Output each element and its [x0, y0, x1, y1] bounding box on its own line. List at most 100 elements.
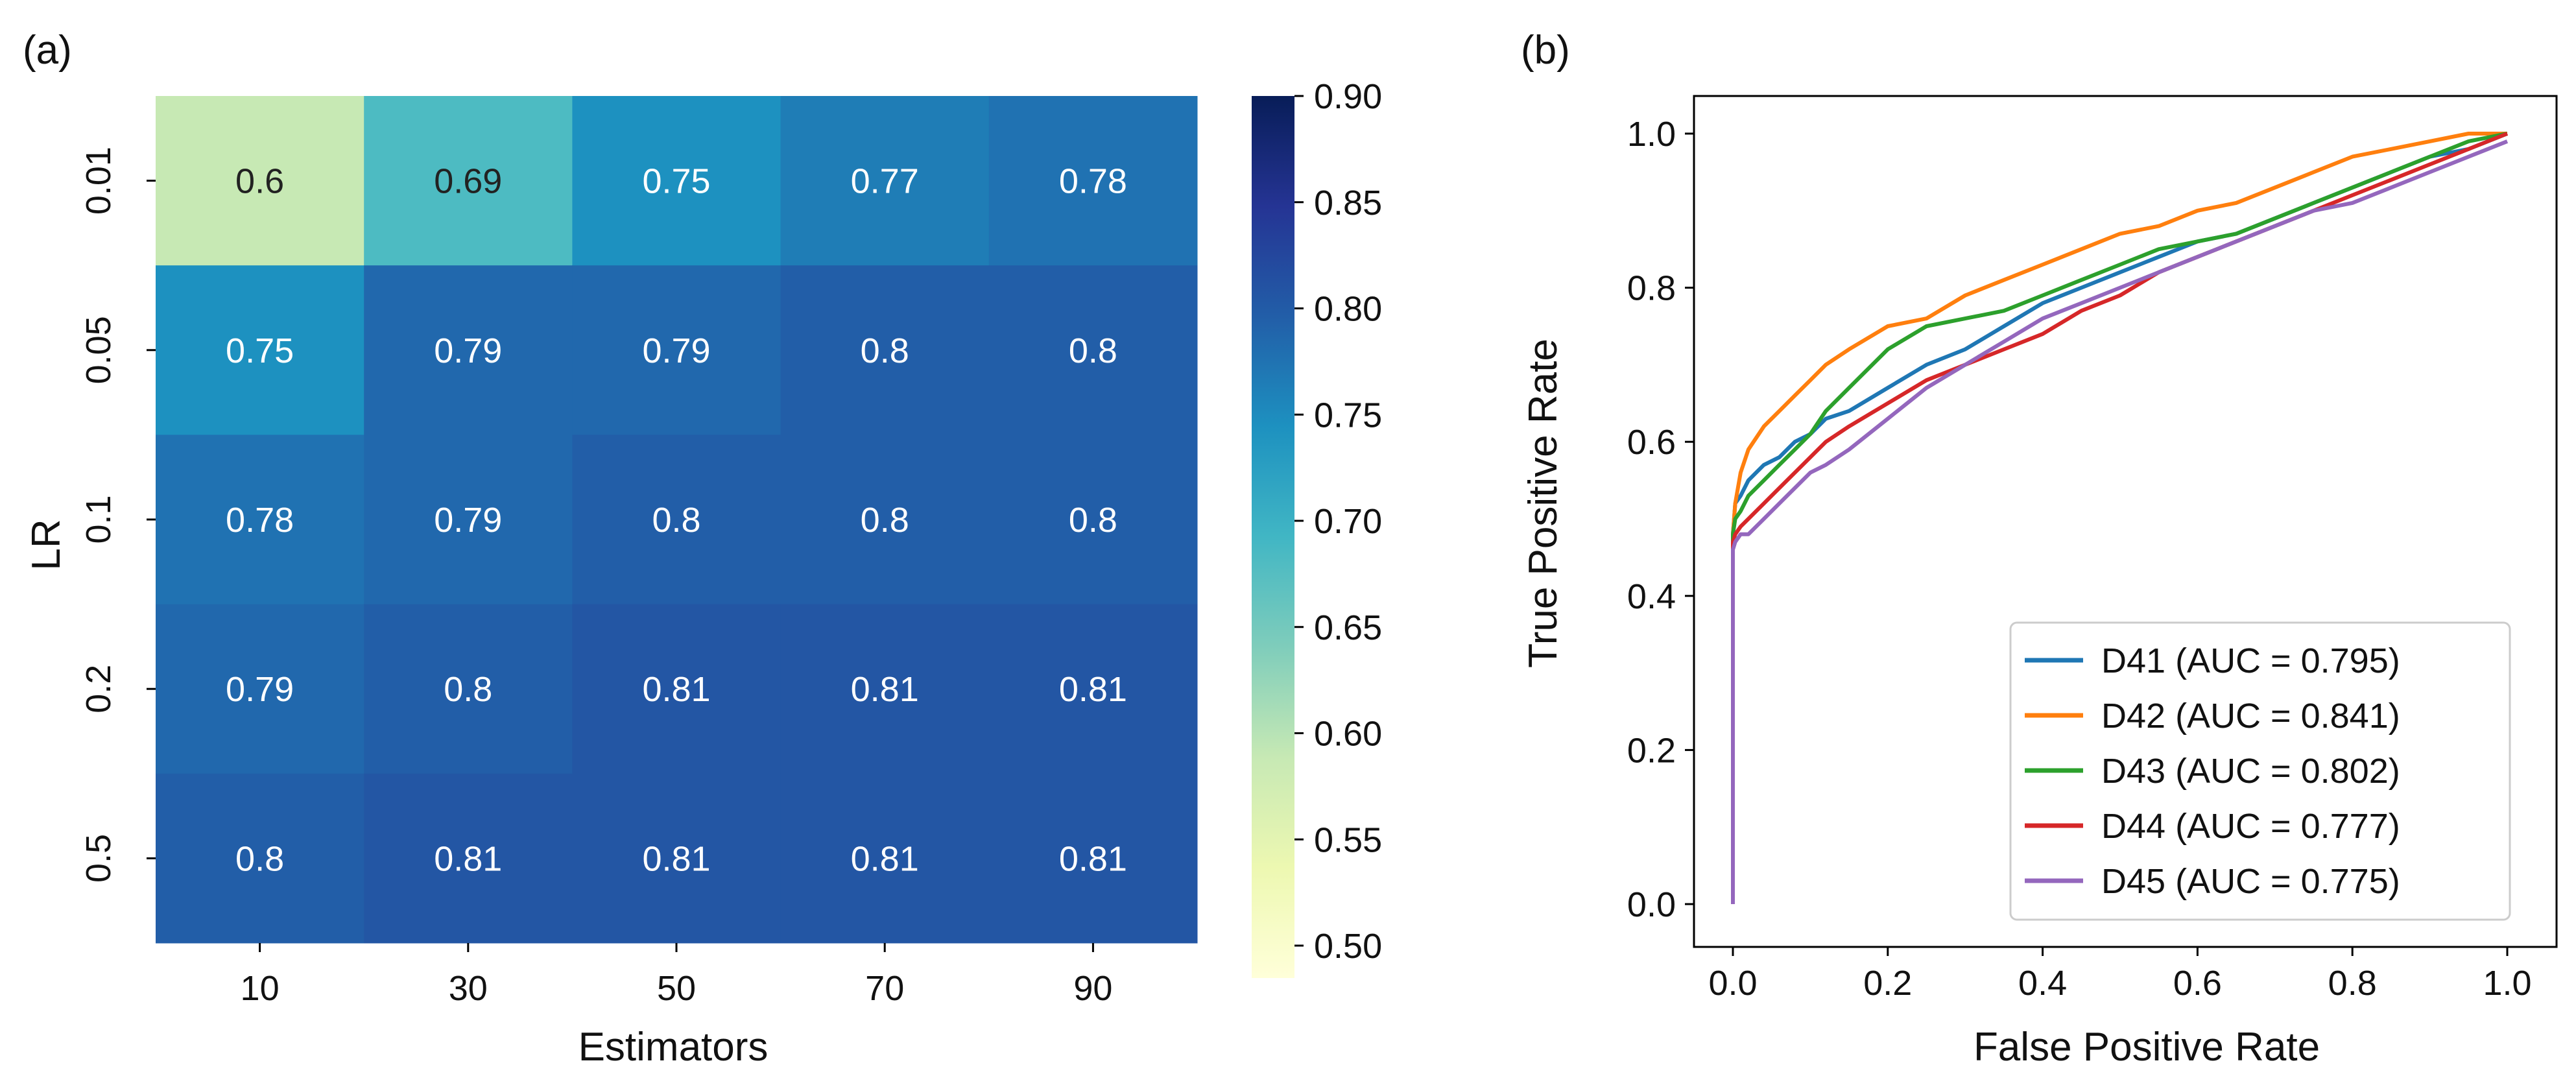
heatmap-y-tick-label: 0.5 [79, 834, 118, 883]
heatmap-cell-label: 0.81 [642, 670, 710, 709]
roc-x-axis-title: False Positive Rate [1974, 1025, 2320, 1069]
roc-axes-frame [1693, 95, 2558, 948]
heatmap-cell [988, 435, 1198, 605]
heatmap-cell-label: 0.81 [851, 670, 919, 709]
heatmap-x-tick-label: 50 [657, 969, 696, 1008]
roc-curve-d45 [1731, 139, 2509, 904]
roc-y-tick-label: 0.2 [1627, 731, 1676, 770]
heatmap-cell-label: 0.79 [434, 331, 502, 370]
heatmap-cell [988, 96, 1198, 266]
heatmap-cell-label: 0.8 [652, 501, 700, 540]
heatmap-x-tick-label: 10 [241, 969, 280, 1008]
heatmap-cell-label: 0.8 [1069, 331, 1117, 370]
heatmap-cell [988, 604, 1198, 774]
heatmap-y-tick-label: 0.05 [79, 316, 118, 384]
roc-y-axis-title: True Positive Rate [1521, 339, 1566, 668]
heatmap-cell [156, 96, 364, 266]
heatmap-y-ticks: 0.01 0.05 0.1 0.2 0.5 [79, 147, 156, 883]
heatmap-panel: (a) 0.6 0.69 0.75 0.77 0.780.75 0.79 0.79 0.8 0.… [23, 28, 1382, 1069]
heatmap-cell-label: 0.81 [851, 839, 919, 878]
roc-x-ticks: 0.0 0.2 0.4 0.6 0.8 1.0 [1708, 947, 2532, 1003]
roc-x-tick-label: 1.0 [2483, 964, 2531, 1003]
roc-lines [1731, 132, 2509, 904]
heatmap-cell-label: 0.8 [235, 839, 284, 878]
heatmap-cell-label: 0.8 [1069, 501, 1117, 540]
heatmap-cell [572, 96, 781, 266]
roc-x-tick-label: 0.4 [2018, 964, 2067, 1003]
heatmap-cell [780, 435, 990, 605]
roc-x-tick-label: 0.2 [1863, 964, 1912, 1003]
roc-y-tick-label: 0.4 [1627, 577, 1676, 616]
heatmap-x-axis-title: Estimators [578, 1025, 769, 1069]
heatmap-cell-label: 0.81 [642, 839, 710, 878]
roc-y-tick-label: 0.0 [1627, 885, 1676, 924]
heatmap-x-tick-label: 30 [449, 969, 488, 1008]
heatmap-cells [156, 96, 1198, 944]
heatmap-y-tick-label: 0.1 [79, 495, 118, 544]
heatmap-cell [988, 773, 1198, 944]
heatmap-cell-label: 0.69 [434, 162, 502, 201]
heatmap-cell [988, 265, 1198, 435]
heatmap-cell-label: 0.8 [444, 670, 492, 709]
heatmap-x-tick-label: 70 [865, 969, 904, 1008]
heatmap-cell [780, 265, 990, 435]
heatmap-cell-label: 0.6 [235, 162, 284, 201]
colorbar-tick-label: 0.60 [1314, 715, 1382, 754]
colorbar-tick-label: 0.55 [1314, 820, 1382, 859]
heatmap-cell [364, 773, 573, 944]
heatmap-x-ticks: 10 30 50 70 90 [241, 943, 1112, 1008]
colorbar-tick-label: 0.80 [1314, 290, 1382, 329]
roc-panel: (b) 0.0 0.2 0.4 0.6 0.8 1.0 0.0 0.2 0.4 0.6 0.8 1.… [1521, 28, 2558, 1069]
roc-x-tick-label: 0.6 [2173, 964, 2222, 1003]
heatmap-cell [156, 265, 364, 435]
heatmap-cell [572, 435, 781, 605]
heatmap-y-tick-label: 0.01 [79, 147, 118, 215]
colorbar-tick-label: 0.85 [1314, 184, 1382, 222]
colorbar-tick-label: 0.70 [1314, 502, 1382, 541]
heatmap-cell-label: 0.79 [226, 670, 294, 709]
roc-x-tick-label: 0.0 [1708, 964, 1757, 1003]
roc-curve-d43 [1731, 132, 2508, 904]
heatmap-cell-label: 0.78 [1059, 162, 1127, 201]
heatmap-cell [156, 604, 364, 774]
colorbar [1252, 96, 1294, 978]
roc-y-tick-label: 0.6 [1627, 423, 1676, 462]
heatmap-cell [364, 435, 573, 605]
heatmap-cell [364, 604, 573, 774]
legend-label-d43: D43 (AUC = 0.802) [2101, 752, 2400, 791]
legend-label-d42: D42 (AUC = 0.841) [2101, 697, 2400, 735]
colorbar-tick-label: 0.65 [1314, 608, 1382, 647]
heatmap-cell [364, 96, 573, 266]
panel-label-b: (b) [1521, 28, 1570, 73]
legend-box [2009, 621, 2511, 921]
roc-y-ticks: 0.0 0.2 0.4 0.6 0.8 1.0 [1627, 115, 1694, 924]
roc-x-tick-label: 0.8 [2328, 964, 2377, 1003]
colorbar-tick-label: 0.50 [1314, 927, 1382, 966]
legend-label-d44: D44 (AUC = 0.777) [2101, 807, 2400, 846]
heatmap-cell-label: 0.8 [861, 331, 909, 370]
heatmap-cell-label: 0.75 [226, 331, 294, 370]
heatmap-y-tick-label: 0.2 [79, 665, 118, 713]
legend-label-d41: D41 (AUC = 0.795) [2101, 641, 2400, 680]
heatmap-cell-label: 0.81 [1059, 670, 1127, 709]
heatmap-cell [572, 265, 781, 435]
colorbar-tick-label: 0.90 [1314, 77, 1382, 116]
heatmap-cell-label: 0.81 [434, 839, 502, 878]
heatmap-cell [780, 773, 990, 944]
roc-curve-d44 [1731, 132, 2509, 904]
heatmap-cell [572, 604, 781, 774]
roc-curve-d42 [1731, 132, 2507, 904]
roc-y-tick-label: 1.0 [1627, 115, 1676, 154]
heatmap-cell [364, 265, 573, 435]
heatmap-cell-label: 0.75 [642, 162, 710, 201]
heatmap-cell [780, 96, 990, 266]
heatmap-x-tick-label: 90 [1073, 969, 1112, 1008]
heatmap-cell-label: 0.79 [642, 331, 710, 370]
heatmap-y-axis-title: LR [24, 519, 69, 570]
roc-legend: D41 (AUC = 0.795) D42 (AUC = 0.841) D43 (A… [2009, 621, 2511, 921]
heatmap-cell-label: 0.8 [861, 501, 909, 540]
legend-label-d45: D45 (AUC = 0.775) [2101, 862, 2400, 901]
heatmap-cell [572, 773, 781, 944]
roc-y-tick-label: 0.8 [1627, 269, 1676, 308]
